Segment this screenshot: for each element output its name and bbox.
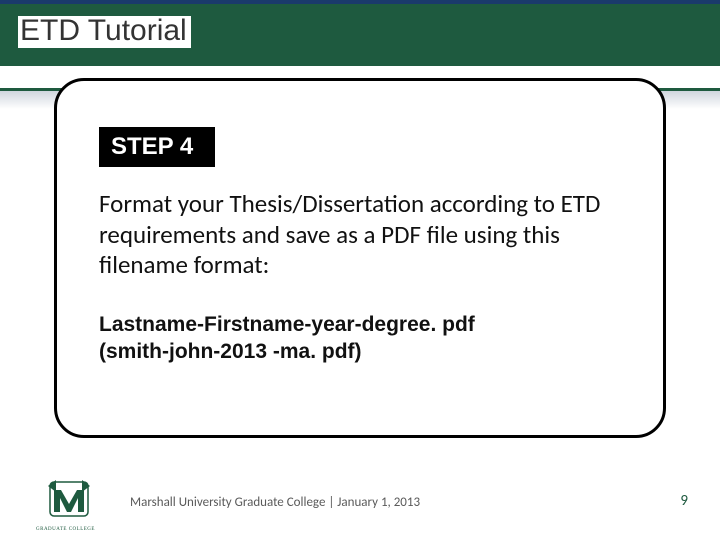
filename-example: (smith-john-2013 -ma. pdf)	[99, 338, 621, 365]
filename-block: Lastname-Firstname-year-degree. pdf (smi…	[99, 311, 621, 366]
content-card: STEP 4 Format your Thesis/Dissertation a…	[54, 78, 666, 438]
page-title: ETD Tutorial	[18, 16, 191, 48]
instruction-text: Format your Thesis/Dissertation accordin…	[99, 189, 621, 281]
footer: GRADUATE COLLEGE Marshall University Gra…	[0, 474, 720, 524]
filename-pattern: Lastname-Firstname-year-degree. pdf	[99, 311, 621, 338]
logo-caption: GRADUATE COLLEGE	[36, 527, 95, 532]
footer-text: Marshall University Graduate College | J…	[130, 495, 420, 510]
step-badge: STEP 4	[99, 127, 215, 167]
university-logo-icon	[44, 478, 94, 522]
page-number: 9	[680, 492, 688, 510]
